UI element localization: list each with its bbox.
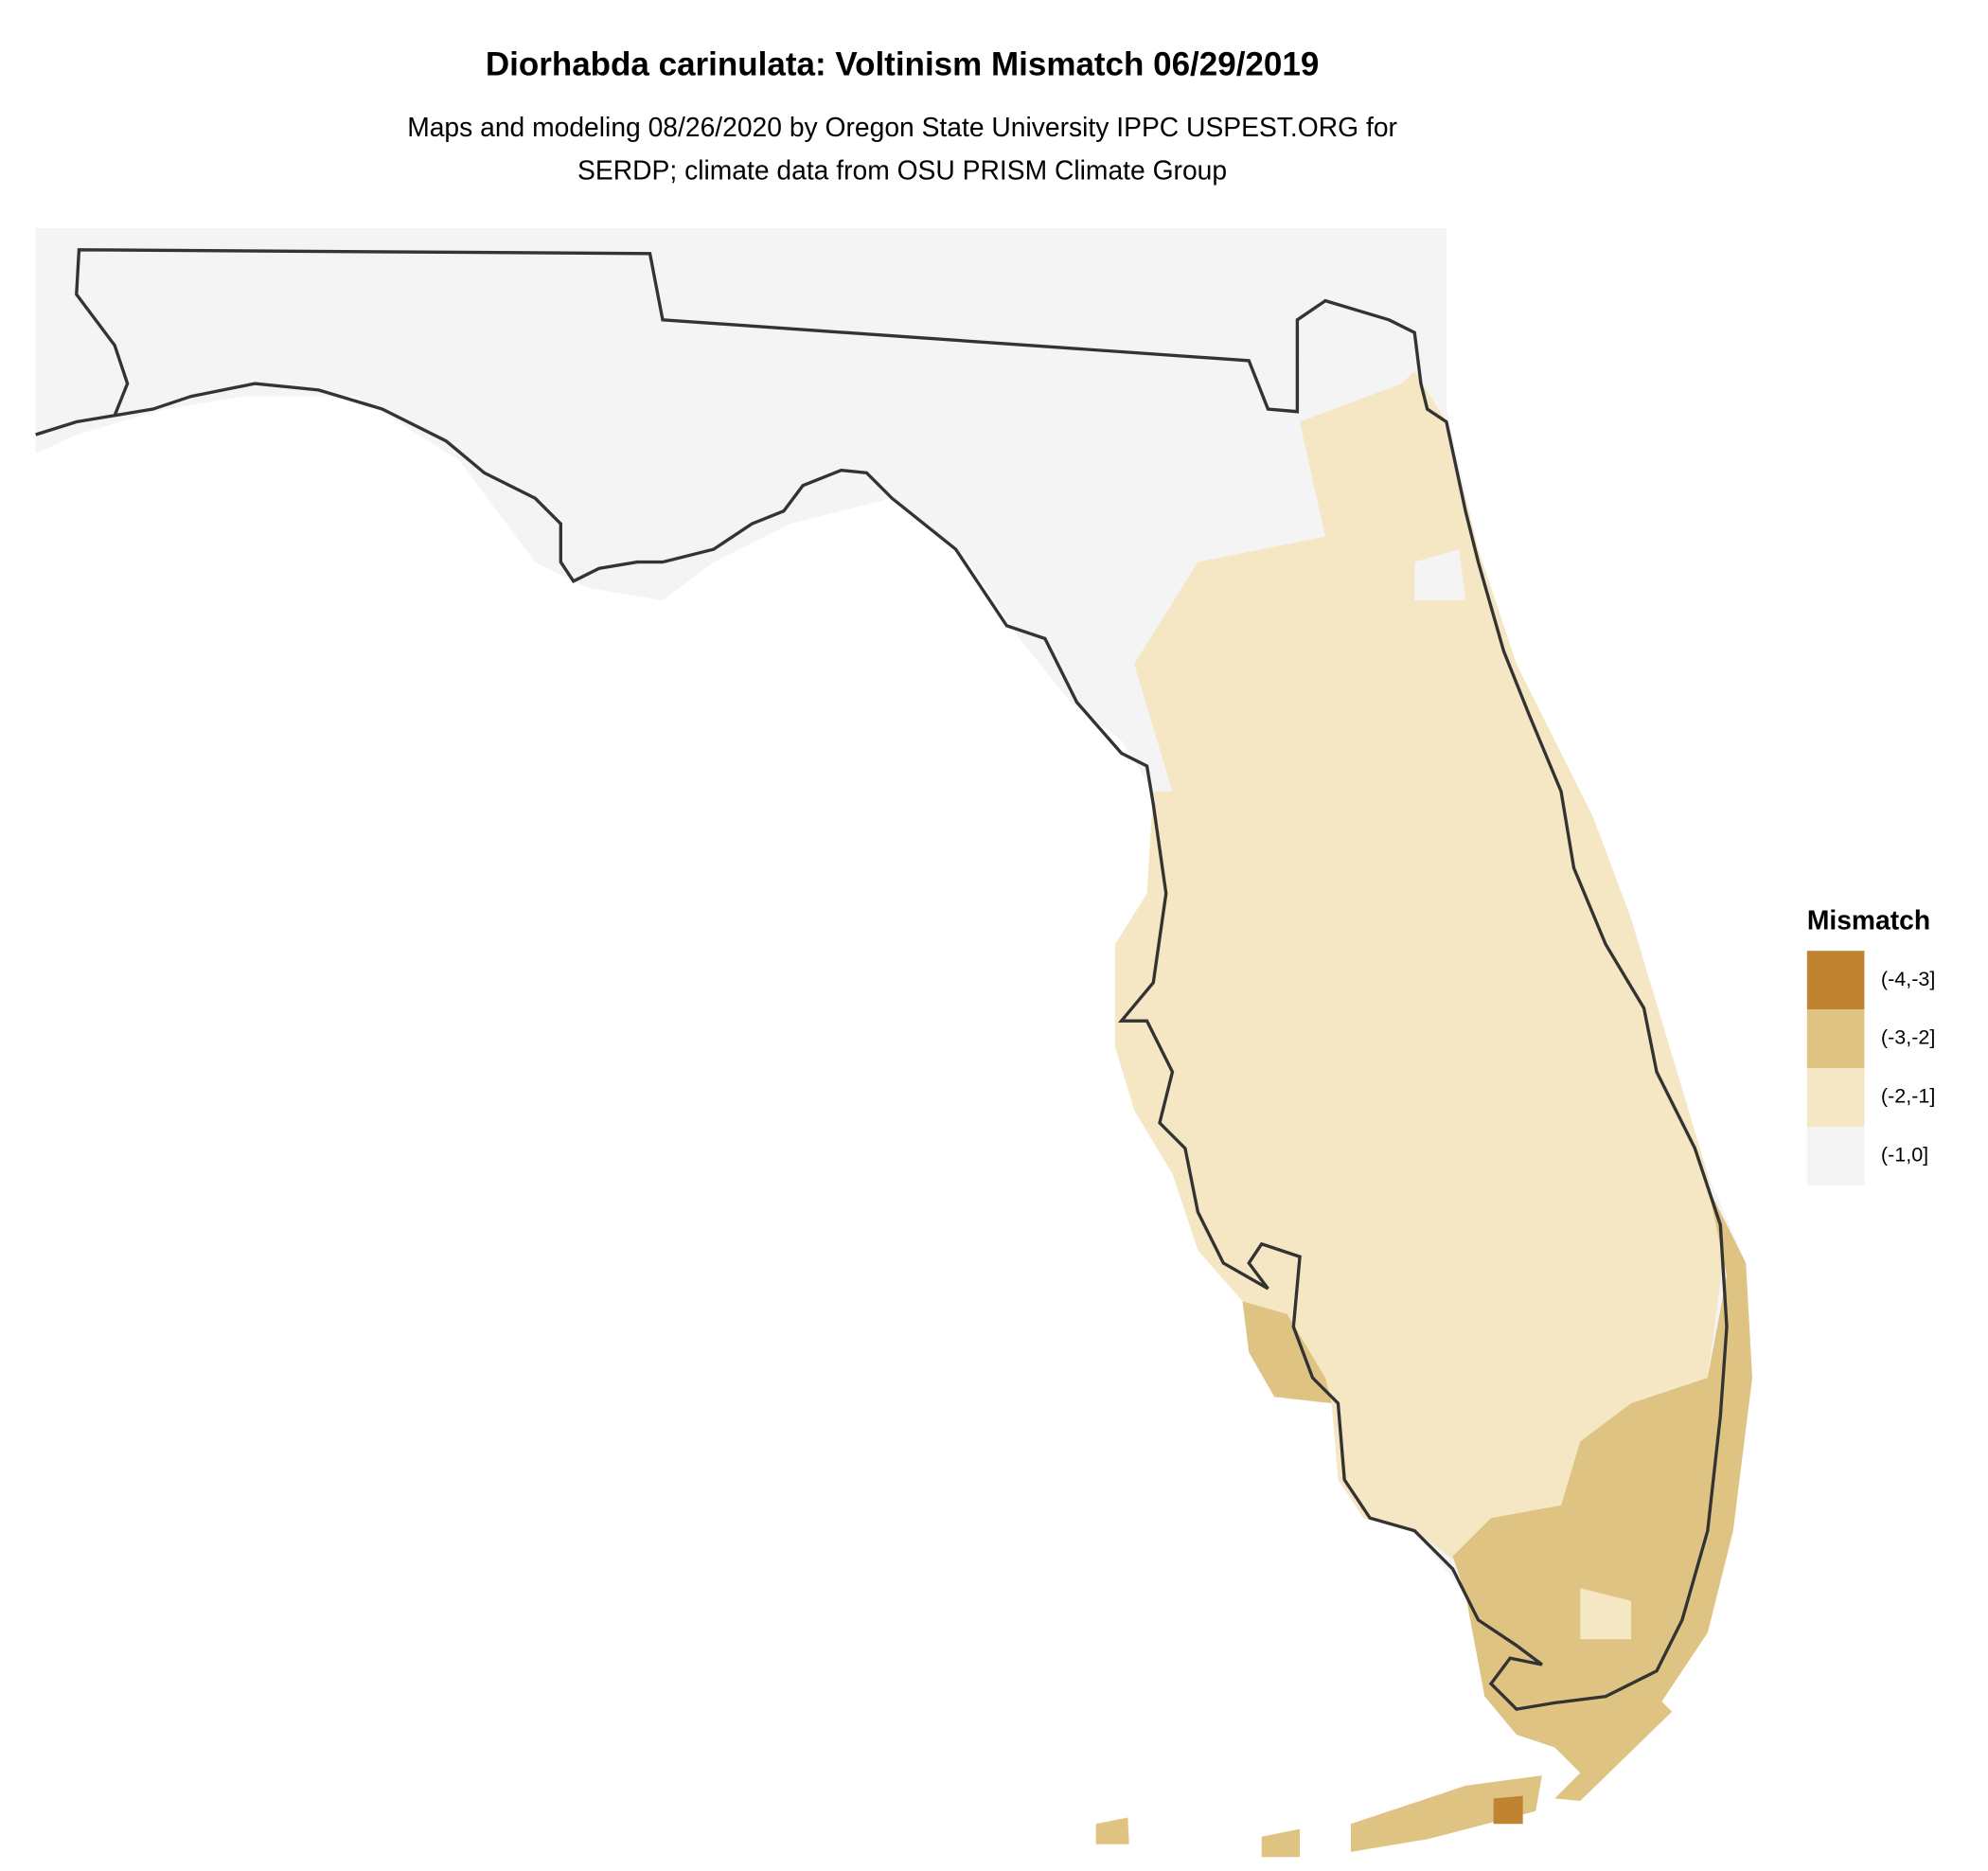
legend-swatch [1806, 951, 1865, 1010]
legend-swatch [1806, 1009, 1865, 1068]
legend-label: (-2,-1] [1881, 1085, 1935, 1108]
legend: Mismatch (-4,-3] (-3,-2] (-2,-1] (-1,0] [1806, 904, 1935, 1185]
region [1452, 1186, 1752, 1786]
map-subtitle: Maps and modeling 08/26/2020 by Oregon S… [407, 112, 1397, 142]
state-outline [35, 248, 1729, 1711]
region [1580, 1588, 1632, 1640]
region [1242, 1301, 1332, 1404]
region [1095, 1817, 1129, 1844]
region [1350, 1775, 1542, 1852]
legend-label: (-4,-3] [1881, 968, 1935, 990]
map-regions [35, 227, 1752, 1858]
legend-title: Mismatch [1807, 904, 1930, 935]
legend-swatch [1806, 1068, 1865, 1127]
legend-swatch [1806, 1126, 1865, 1185]
region [1493, 1795, 1523, 1825]
map-subtitle: SERDP; climate data from OSU PRISM Clima… [577, 155, 1227, 186]
coastline [35, 248, 1729, 1711]
region [1414, 549, 1466, 600]
map-title: Diorhabda carinulata: Voltinism Mismatch… [486, 45, 1320, 82]
region [1554, 1696, 1673, 1802]
region [1114, 370, 1723, 1570]
legend-label: (-3,-2] [1881, 1026, 1935, 1049]
legend-label: (-1,0] [1881, 1144, 1928, 1167]
region [1261, 1828, 1301, 1858]
